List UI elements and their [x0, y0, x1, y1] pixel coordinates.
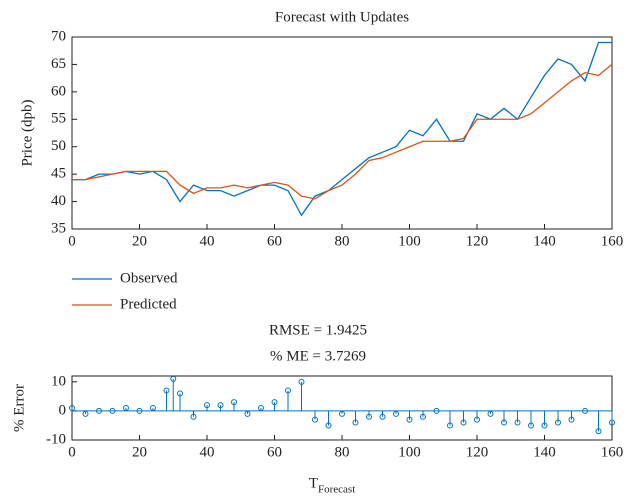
x-tick-label: 140 — [533, 233, 556, 249]
stem-marker — [555, 419, 561, 426]
stem-marker — [352, 419, 359, 426]
stem-marker — [487, 410, 494, 417]
y-tick-label: -10 — [46, 431, 66, 447]
stem-marker — [528, 422, 534, 429]
x-tick-label: 60 — [267, 233, 282, 249]
stem-marker — [474, 416, 480, 423]
stem-marker — [271, 399, 278, 406]
y-tick-label: 35 — [51, 220, 66, 236]
y-tick-label: 10 — [51, 373, 66, 389]
x-tick-label: 0 — [68, 233, 76, 249]
stem-marker — [231, 399, 237, 406]
y-tick-label: 60 — [51, 83, 66, 99]
x-tick-label: 120 — [466, 444, 489, 460]
stem-marker — [366, 413, 372, 420]
chart-title: Forecast with Updates — [275, 9, 409, 25]
stem-marker — [568, 416, 575, 423]
stem-marker — [312, 416, 318, 423]
x-tick-label: 100 — [398, 444, 421, 460]
stem-marker — [204, 402, 210, 409]
stem-marker — [447, 422, 453, 429]
y-axis-label: % Error — [11, 384, 27, 432]
stem-marker — [339, 410, 345, 417]
annotation: RMSE = 1.9425 — [269, 322, 367, 338]
x-tick-label: 60 — [267, 444, 282, 460]
stem-marker — [177, 390, 183, 397]
x-tick-label: 160 — [601, 233, 624, 249]
x-tick-label: 40 — [200, 233, 215, 249]
annotation: % ME = 3.7269 — [270, 348, 366, 364]
stem-marker — [217, 402, 224, 409]
stem-marker — [595, 428, 602, 435]
stem-marker — [609, 419, 615, 426]
x-tick-label: 80 — [335, 444, 350, 460]
x-axis-label: T — [309, 475, 318, 491]
stem-marker — [109, 407, 116, 414]
x-tick-label: 20 — [132, 233, 147, 249]
y-tick-label: 45 — [51, 166, 66, 182]
top-axes-box — [71, 36, 613, 230]
stem-marker — [82, 410, 89, 417]
y-tick-label: 65 — [51, 56, 66, 72]
x-tick-label: 160 — [601, 444, 624, 460]
stem-marker — [298, 378, 305, 385]
stem-marker — [69, 405, 75, 411]
stem-marker — [123, 405, 129, 411]
stem-marker — [190, 413, 197, 420]
stem-marker — [501, 419, 507, 426]
x-tick-label: 20 — [132, 444, 147, 460]
stem-marker — [163, 387, 170, 394]
stem-marker — [325, 422, 332, 429]
legend-label: Observed — [120, 270, 178, 286]
y-axis-label: Price (dpb) — [19, 99, 35, 166]
stem-marker — [285, 387, 291, 394]
stem-marker — [582, 407, 588, 414]
y-tick-label: 40 — [51, 193, 66, 209]
stem-marker — [96, 407, 102, 414]
x-tick-label: 140 — [533, 444, 556, 460]
stem-marker — [433, 407, 440, 414]
x-tick-label: 0 — [68, 444, 76, 460]
stem-marker — [244, 410, 251, 417]
stem-marker — [514, 419, 521, 426]
series-line — [72, 63, 613, 200]
x-tick-label: 40 — [200, 444, 215, 460]
stem-marker — [406, 416, 413, 423]
x-tick-label: 120 — [466, 233, 489, 249]
y-tick-label: 0 — [59, 402, 67, 418]
stem-marker — [420, 413, 426, 420]
y-tick-label: 55 — [51, 111, 66, 127]
stem-marker — [541, 422, 548, 429]
legend-label: Predicted — [120, 296, 177, 312]
stem-marker — [379, 413, 386, 420]
series-line — [72, 41, 612, 217]
y-tick-label: 50 — [51, 138, 66, 154]
x-axis-label-subscript: Forecast — [318, 484, 355, 496]
stem-marker — [136, 407, 143, 414]
stem-marker — [150, 405, 156, 411]
y-tick-label: 70 — [51, 28, 66, 44]
x-tick-label: 80 — [335, 233, 350, 249]
stem-marker — [460, 419, 467, 426]
stem-marker — [258, 405, 264, 411]
stem-marker — [170, 375, 177, 382]
x-tick-label: 100 — [398, 233, 421, 249]
stem-marker — [393, 410, 399, 417]
